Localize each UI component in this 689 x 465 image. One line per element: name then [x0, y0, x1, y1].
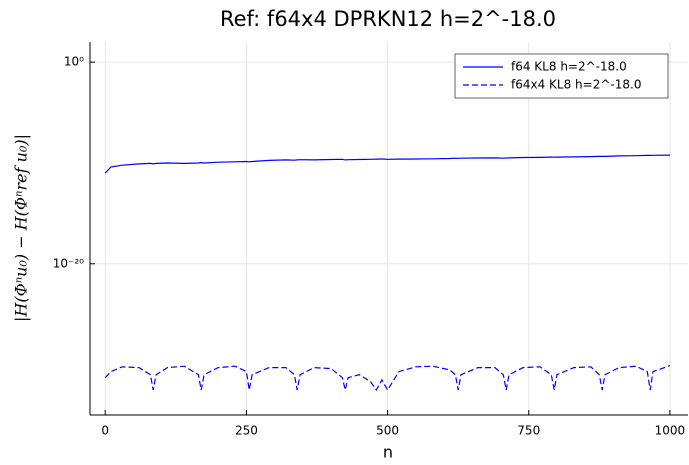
- series-line: [104, 154, 670, 174]
- x-tick-label: 0: [101, 424, 109, 438]
- chart-title: Ref: f64x4 DPRKN12 h=2^-18.0: [220, 7, 556, 31]
- legend-box: [454, 53, 669, 99]
- legend-label: f64 KL8 h=2^-18.0: [511, 60, 627, 74]
- y-tick-label: 10⁻²⁰: [53, 256, 84, 270]
- x-tick-label: 750: [517, 424, 540, 438]
- y-axis-label: |H(Φⁿu₀) − H(Φⁿref u₀)|: [12, 134, 31, 322]
- legend-label: f64x4 KL8 h=2^-18.0: [511, 78, 641, 92]
- x-tick-label: 500: [376, 424, 399, 438]
- x-tick-label: 250: [235, 424, 258, 438]
- x-axis-label: n: [383, 443, 393, 462]
- x-tick-label: 1000: [655, 424, 686, 438]
- y-tick-label: 10⁰: [64, 55, 84, 69]
